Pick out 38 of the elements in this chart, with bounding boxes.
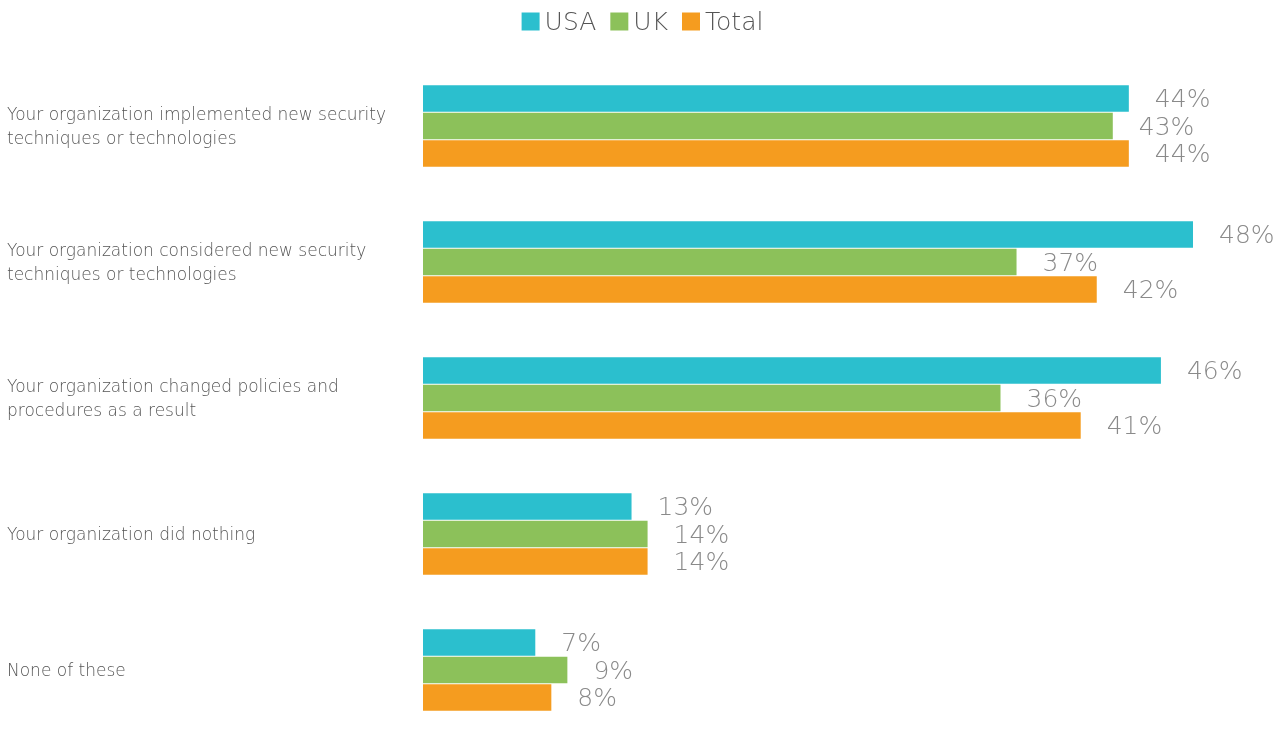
bar [423,85,1129,112]
data-label: 44% [1154,139,1211,169]
bar [423,656,568,684]
data-label: 43% [1138,111,1195,141]
bar [423,221,1193,248]
bar [423,684,552,711]
data-label: 8% [577,683,618,713]
bar [423,248,1017,276]
data-label: 48% [1219,219,1275,249]
data-label: 42% [1122,275,1179,305]
legend-label: USA [544,7,597,36]
bar [423,493,632,520]
y-tick-label: Your organization considered new security techniques or technologies [7,240,372,284]
legend-label: UK [633,7,669,36]
data-label: 9% [593,655,634,685]
y-tick-label: Your organization implemented new security techniques or technologies [7,104,392,148]
data-label: 7% [561,627,601,657]
bar [423,384,1001,412]
bar [423,357,1161,384]
data-label: 13% [657,491,714,521]
bar [423,520,648,548]
legend-label: Total [705,7,764,36]
data-label: 37% [1042,247,1099,277]
y-tick-label: Your organization did nothing [7,524,256,544]
bar [423,412,1081,439]
bar [423,276,1097,303]
y-tick-label: None of these [7,660,126,680]
data-label: 36% [1026,383,1083,413]
bar [423,548,648,575]
data-label: 14% [673,519,730,549]
data-label: 41% [1106,411,1163,441]
data-label: 14% [673,547,730,577]
bar [423,629,536,656]
data-label: 44% [1154,83,1211,113]
bar [423,112,1113,140]
bar [423,140,1129,167]
data-label: 46% [1186,355,1243,385]
y-tick-label: Your organization changed policies and procedures as a result [7,376,345,420]
